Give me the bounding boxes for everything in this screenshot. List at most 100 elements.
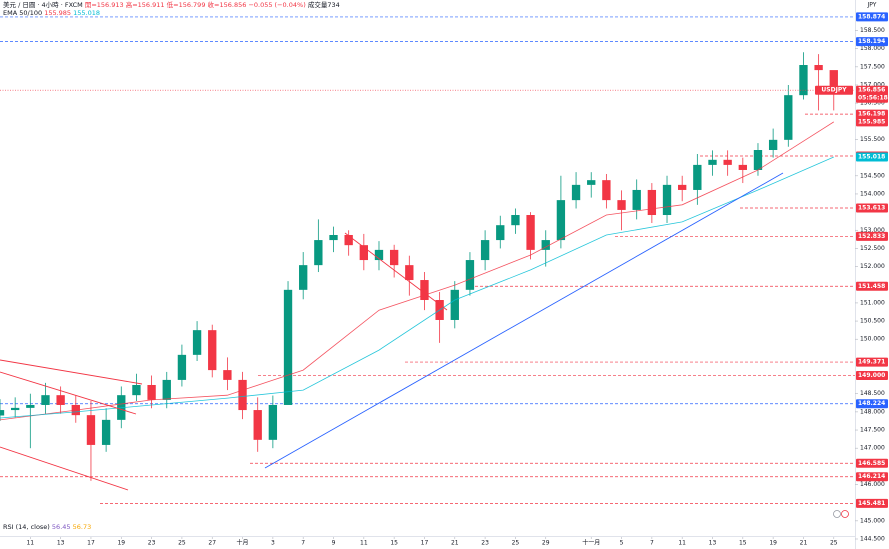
candle-body [571,184,581,201]
candle-body [253,410,262,440]
ema-line [0,121,835,421]
candle-body [389,249,399,266]
x-tick-label: 3 [271,540,275,547]
y-tick-label: 148.000 [860,408,885,415]
price-tag [856,498,888,508]
ohlc-high: 高=156.911 [126,0,165,9]
x-tick-label: 13 [709,540,717,547]
candle-body [678,184,687,190]
candle-body [465,260,475,290]
price-tag [856,203,888,213]
y-tick-label: 157.000 [860,81,885,88]
x-tick-label: 17 [87,540,95,547]
x-tick-label: 11 [360,540,368,547]
trend-line [344,232,448,311]
candle-body [405,265,414,281]
x-tick-label: 27 [208,540,216,547]
countdown: 05:56:18 [858,95,888,102]
price-tag [856,281,888,291]
price-tag-label: 146.214 [858,473,885,480]
x-tick-label: 29 [542,540,550,547]
x-tick-label: 5 [620,540,624,547]
candle-body [693,164,702,190]
candle-body [162,379,171,400]
candle-body [602,180,611,201]
y-tick-label: 154.000 [860,190,885,197]
y-tick-label: 150.500 [860,318,885,325]
plot-area [0,16,855,504]
y-tick-label: 154.500 [860,172,885,179]
candle-body [10,407,20,411]
candle-body [56,395,65,405]
trend-line [0,446,129,491]
x-tick-label: 19 [769,540,777,547]
symbol-tag-label: USDJPY [821,87,847,94]
symbol: 美元 / 日圓 · 4小時 · FXCM [3,0,83,9]
candle-body [647,189,657,216]
x-tick-label: 十一月 [582,539,600,547]
y-tick-label: 153.000 [860,227,885,234]
candle-body [283,289,293,405]
x-tick-label: 9 [332,540,336,547]
x-tick-label: 23 [481,540,489,547]
price-tag-label: 152.833 [858,233,885,240]
flag-icon[interactable] [841,510,849,518]
candle-body [723,159,732,165]
candle-body [768,139,778,151]
y-tick-label: 158.500 [860,27,885,34]
price-tag-label: 158.874 [858,13,885,20]
candle-body [344,234,353,246]
indicator-value: 155.985 [44,9,71,17]
y-tick-label: 152.500 [860,245,885,252]
candle-body [208,330,217,371]
candle-body [480,240,490,261]
candle-body [26,404,35,408]
x-tick-label: 25 [512,540,520,547]
price-tag [856,231,888,241]
ohlc-low: 低=156.799 [167,0,206,9]
y-tick-label: 147.500 [860,427,885,434]
price-tag [856,371,888,381]
x-tick-label: 21 [800,540,808,547]
candle-body [511,215,520,226]
x-tick-label: 11 [26,540,34,547]
candle-body [662,184,672,216]
candle-body [147,384,156,400]
x-tick-label: 19 [117,540,125,547]
ema-line [0,156,834,419]
price-tag [856,117,888,127]
drawings [0,172,784,491]
candle-body [299,265,308,290]
price-tag [856,399,888,409]
ohlc-open: 開=156.913 [85,1,124,9]
x-tick-label: 7 [301,540,305,547]
y-tick-label: 158.000 [860,45,885,52]
price-tag [856,458,888,468]
y-tick-label: 148.500 [860,390,885,397]
candle-body [223,370,232,380]
price-tag-label: 145.481 [858,500,885,507]
candle-body [541,240,550,250]
price-tag [856,109,888,119]
y-tick-label: 157.500 [860,63,885,70]
candle-body [814,65,823,71]
flag-icon[interactable] [833,510,841,518]
candle-body [496,225,505,241]
candle-body [738,164,747,170]
y-tick-label: 151.000 [860,299,885,306]
price-tag [856,357,888,367]
indicator-line: EMA 50/100 155.985 155.018 [3,9,100,17]
price-tag [856,85,888,103]
candle-body [101,419,111,445]
price-tag [856,37,888,47]
price-tag-label: 156.856 [858,87,885,94]
candle-body [268,404,278,440]
candle-body [86,415,96,445]
candle-body [632,189,641,210]
candle-body [177,354,187,380]
y-tick-label: 146.000 [860,481,885,488]
candle-body [41,395,50,405]
trend-line [0,371,137,415]
price-tag-label: 156.198 [858,111,885,118]
